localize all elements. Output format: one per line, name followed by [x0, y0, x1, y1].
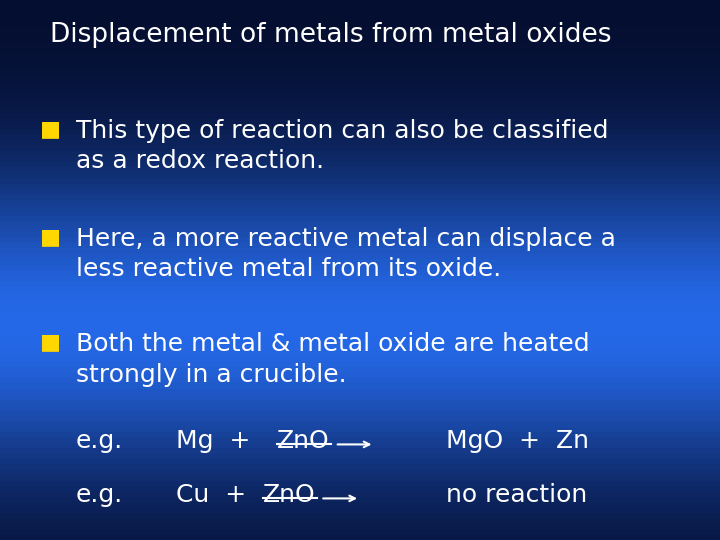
- Text: ZnO: ZnO: [277, 429, 330, 453]
- Text: MgO  +  Zn: MgO + Zn: [446, 429, 590, 453]
- Text: This type of reaction can also be classified
as a redox reaction.: This type of reaction can also be classi…: [76, 119, 608, 173]
- Text: ■: ■: [40, 332, 60, 352]
- Text: Displacement of metals from metal oxides: Displacement of metals from metal oxides: [50, 22, 612, 48]
- Text: Here, a more reactive metal can displace a
less reactive metal from its oxide.: Here, a more reactive metal can displace…: [76, 227, 616, 281]
- Text: no reaction: no reaction: [446, 483, 588, 507]
- Text: ■: ■: [40, 119, 60, 139]
- Text: e.g.: e.g.: [76, 429, 123, 453]
- Text: Both the metal & metal oxide are heated
strongly in a crucible.: Both the metal & metal oxide are heated …: [76, 332, 589, 387]
- Text: Mg  +: Mg +: [176, 429, 267, 453]
- Text: ■: ■: [40, 227, 60, 247]
- Text: Cu  +: Cu +: [176, 483, 263, 507]
- Text: e.g.: e.g.: [76, 483, 123, 507]
- Text: ZnO: ZnO: [263, 483, 315, 507]
